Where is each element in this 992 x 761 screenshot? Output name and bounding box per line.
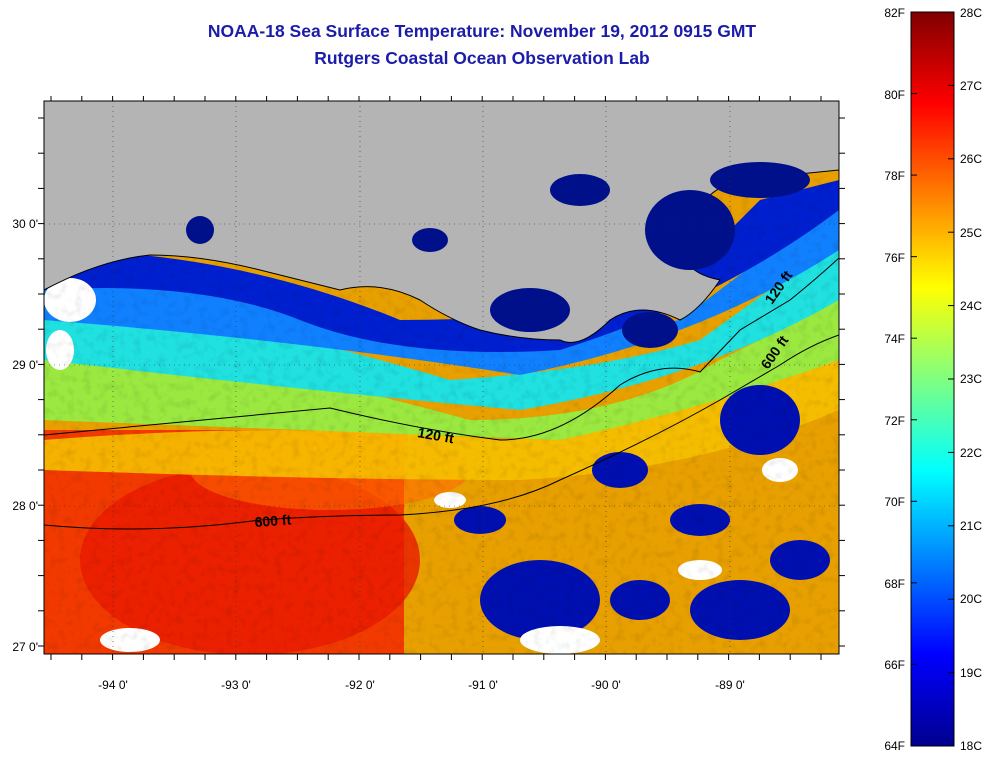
cb-c-label: 18C [960, 739, 982, 753]
plot-frame [43, 100, 840, 655]
x-tick-label: -92 0' [345, 678, 375, 692]
contour-120ft [44, 257, 839, 441]
graticule [44, 101, 839, 654]
map-subtitle: Rutgers Coastal Ocean Observation Lab [314, 48, 650, 68]
colorbar-celsius: 28C 27C 26C 25C 24C 23C 22C 21C 20C 19C … [960, 6, 982, 753]
x-tick-label: -90 0' [591, 678, 621, 692]
contour-label-120ft: 120 ft [416, 424, 455, 446]
cb-f-label: 70F [884, 495, 905, 509]
y-tick-label: 27 0' [12, 640, 38, 654]
cb-f-label: 68F [884, 577, 905, 591]
cb-c-label: 24C [960, 299, 982, 313]
cb-c-label: 25C [960, 226, 982, 240]
cb-f-label: 64F [884, 739, 905, 753]
contour-600ft [44, 334, 839, 530]
x-tick-label: -91 0' [468, 678, 498, 692]
cb-f-label: 80F [884, 88, 905, 102]
cb-c-label: 27C [960, 79, 982, 93]
cb-f-label: 74F [884, 332, 905, 346]
y-axis: 30 0' 29 0' 28 0' 27 0' [12, 217, 38, 654]
map-title: NOAA-18 Sea Surface Temperature: Novembe… [207, 21, 757, 41]
colorbar [910, 11, 955, 747]
y-tick-label: 28 0' [12, 499, 38, 513]
cb-f-label: 72F [884, 414, 905, 428]
cb-f-label: 78F [884, 169, 905, 183]
contour-label-600ft: 600 ft [254, 511, 292, 530]
x-tick-label: -94 0' [98, 678, 128, 692]
axis-ticks [38, 96, 845, 660]
y-tick-label: 30 0' [12, 217, 38, 231]
cb-c-label: 21C [960, 519, 982, 533]
y-tick-label: 29 0' [12, 358, 38, 372]
x-tick-label: -89 0' [715, 678, 745, 692]
cb-c-label: 19C [960, 666, 982, 680]
cb-f-label: 82F [884, 6, 905, 20]
land [44, 101, 839, 343]
cb-f-label: 76F [884, 251, 905, 265]
x-tick-label: -93 0' [221, 678, 251, 692]
cb-c-label: 20C [960, 592, 982, 606]
cb-c-label: 28C [960, 6, 982, 20]
temperature-field [44, 101, 839, 654]
x-axis: -94 0' -93 0' -92 0' -91 0' -90 0' -89 0… [98, 678, 745, 692]
cb-c-label: 26C [960, 152, 982, 166]
cb-c-label: 22C [960, 446, 982, 460]
cb-f-label: 66F [884, 658, 905, 672]
colorbar-fahrenheit: 82F 80F 78F 76F 74F 72F 70F 68F 66F 64F [884, 6, 905, 753]
cb-c-label: 23C [960, 372, 982, 386]
